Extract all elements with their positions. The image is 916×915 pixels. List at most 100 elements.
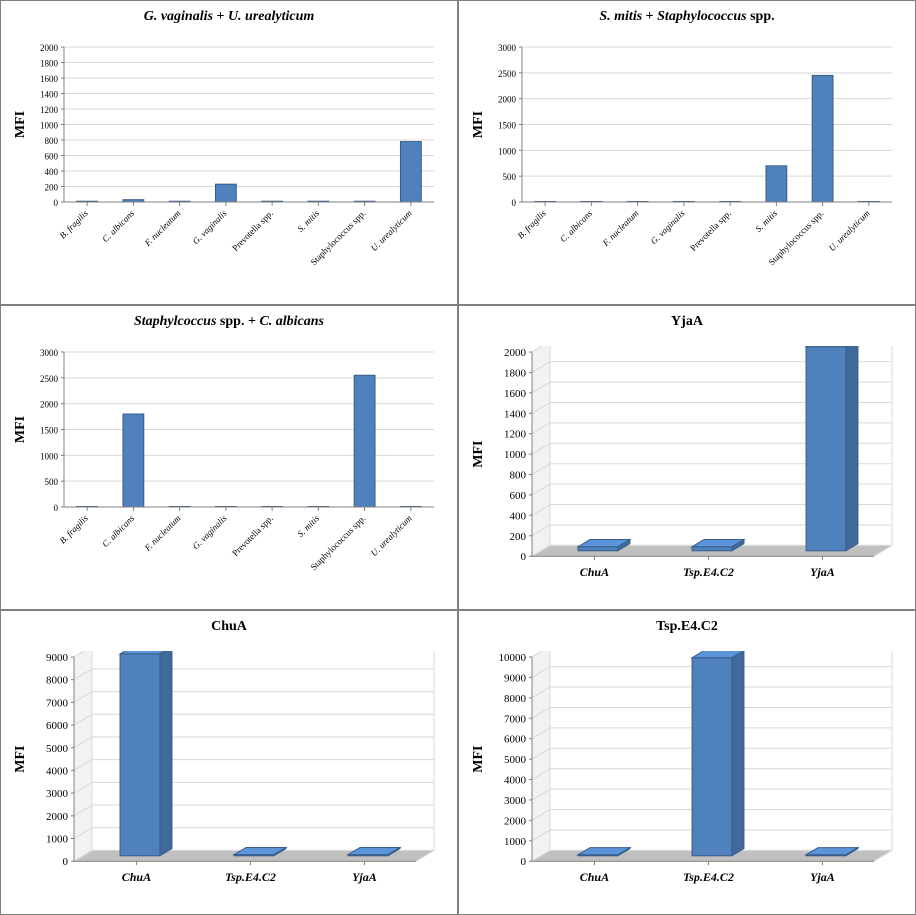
panel-3-plot: 050010001500200025003000B. fragilisC. al…: [10, 346, 448, 605]
svg-text:2000: 2000: [498, 95, 517, 105]
svg-text:800: 800: [510, 470, 527, 482]
svg-text:1000: 1000: [504, 449, 527, 461]
panel-3-title: Staphylcoccus spp. + C. albicans: [1, 314, 457, 342]
svg-text:0: 0: [54, 198, 59, 208]
svg-text:Tsp.E4.C2: Tsp.E4.C2: [683, 565, 734, 579]
svg-text:1000: 1000: [40, 121, 59, 131]
svg-text:0: 0: [521, 551, 527, 563]
panel-5-plot: 0100020003000400050006000700080009000Chu…: [10, 651, 448, 910]
chart-svg: 0 500 1000 1500 2000 2500 3000 B. fragilis C. al…: [468, 41, 906, 300]
svg-text:500: 500: [503, 172, 517, 182]
chart-grid: G. vaginalis + U. urealyticum02004006008…: [0, 0, 916, 915]
panel-6: Tsp.E4.C2 0 1000 2000 3000 4000 5000 6000 7000 80…: [458, 610, 916, 915]
svg-text:Prevotella spp.: Prevotella spp.: [230, 208, 275, 253]
svg-text:1000: 1000: [498, 146, 517, 156]
svg-text:Prevotella spp.: Prevotella spp.: [688, 208, 733, 253]
svg-text:YjaA: YjaA: [810, 565, 835, 579]
svg-text:600: 600: [45, 152, 59, 162]
svg-text:1600: 1600: [40, 74, 59, 84]
svg-text:2000: 2000: [504, 347, 527, 359]
svg-text:1500: 1500: [40, 426, 59, 436]
svg-text:F. nucleatum: F. nucleatum: [600, 208, 641, 249]
svg-text:Tsp.E4.C2: Tsp.E4.C2: [683, 870, 734, 884]
svg-text:500: 500: [45, 477, 59, 487]
svg-text:MFI: MFI: [471, 440, 486, 467]
svg-text:1200: 1200: [504, 429, 527, 441]
svg-text:3000: 3000: [40, 348, 59, 358]
svg-text:F. nucleatum: F. nucleatum: [142, 208, 183, 249]
panel-5-title: ChuA: [1, 619, 457, 647]
svg-text:6000: 6000: [46, 720, 69, 732]
svg-text:0: 0: [512, 198, 517, 208]
svg-text:5000: 5000: [46, 743, 69, 755]
svg-text:7000: 7000: [46, 697, 69, 709]
panel-1-plot: 0200400600800100012001400160018002000B. …: [10, 41, 448, 300]
svg-text:Tsp.E4.C2: Tsp.E4.C2: [225, 870, 276, 884]
svg-text:8000: 8000: [46, 675, 69, 687]
svg-text:0: 0: [521, 856, 527, 868]
svg-text:5000: 5000: [504, 754, 527, 766]
svg-text:2500: 2500: [498, 69, 517, 79]
panel-4-title: YjaA: [459, 314, 915, 342]
svg-text:2000: 2000: [504, 815, 527, 827]
svg-text:7000: 7000: [504, 713, 527, 725]
svg-text:B. fragilis: B. fragilis: [515, 208, 548, 241]
svg-text:800: 800: [45, 136, 59, 146]
svg-text:600: 600: [510, 490, 527, 502]
svg-text:9000: 9000: [46, 652, 69, 664]
svg-text:U. urealyticum: U. urealyticum: [369, 208, 414, 253]
panel-6-plot: 0100020003000400050006000700080009000100…: [468, 651, 906, 910]
svg-text:1000: 1000: [46, 834, 69, 846]
svg-text:ChuA: ChuA: [580, 870, 609, 884]
svg-text:C. albicans: C. albicans: [100, 513, 136, 549]
svg-text:200: 200: [45, 183, 59, 193]
svg-text:U. urealyticum: U. urealyticum: [369, 513, 414, 558]
svg-text:10000: 10000: [499, 652, 527, 664]
svg-text:YjaA: YjaA: [352, 870, 377, 884]
svg-text:1200: 1200: [40, 105, 59, 115]
svg-text:1400: 1400: [504, 408, 527, 420]
svg-text:G. vaginalis: G. vaginalis: [191, 208, 230, 247]
svg-text:ChuA: ChuA: [580, 565, 609, 579]
svg-text:3000: 3000: [46, 788, 69, 800]
svg-text:S. mitis: S. mitis: [295, 208, 321, 234]
svg-text:C. albicans: C. albicans: [558, 208, 594, 244]
svg-text:400: 400: [510, 510, 527, 522]
panel-5: ChuA010002000300040005000600070008000900…: [0, 610, 458, 915]
svg-text:0: 0: [63, 856, 69, 868]
svg-text:8000: 8000: [504, 693, 527, 705]
svg-text:1500: 1500: [498, 121, 517, 131]
svg-text:S. mitis: S. mitis: [753, 208, 779, 234]
svg-text:4000: 4000: [504, 775, 527, 787]
svg-text:200: 200: [510, 531, 527, 543]
panel-1: G. vaginalis + U. urealyticum02004006008…: [0, 0, 458, 305]
panel-3: Staphylcoccus spp. + C. albicans05001000…: [0, 305, 458, 610]
svg-text:0: 0: [54, 503, 59, 513]
svg-text:F. nucleatum: F. nucleatum: [142, 513, 183, 554]
chart-svg: 0200400600800100012001400160018002000Chu…: [468, 346, 906, 605]
panel-2-title: S. mitis + Staphylococcus spp.: [459, 9, 915, 37]
svg-text:B. fragilis: B. fragilis: [57, 208, 90, 241]
svg-text:2000: 2000: [40, 400, 59, 410]
chart-svg: 050010001500200025003000B. fragilisC. al…: [10, 346, 448, 605]
svg-text:MFI: MFI: [471, 745, 486, 772]
svg-text:1000: 1000: [504, 836, 527, 848]
svg-text:B. fragilis: B. fragilis: [57, 513, 90, 546]
svg-text:3000: 3000: [504, 795, 527, 807]
svg-text:U. urealyticum: U. urealyticum: [827, 208, 872, 253]
svg-text:3000: 3000: [498, 43, 517, 53]
svg-text:MFI: MFI: [471, 111, 486, 138]
svg-text:MFI: MFI: [13, 745, 28, 772]
panel-2: S. mitis + Staphylococcus spp. 0 500 1000 15…: [458, 0, 916, 305]
panel-4: YjaA020040060080010001200140016001800200…: [458, 305, 916, 610]
svg-text:2000: 2000: [46, 811, 69, 823]
chart-svg: 0100020003000400050006000700080009000100…: [468, 651, 906, 910]
svg-text:G. vaginalis: G. vaginalis: [191, 513, 230, 552]
svg-text:1600: 1600: [504, 388, 527, 400]
panel-2-plot: 0 500 1000 1500 2000 2500 3000 B. fragilis C. al…: [468, 41, 906, 300]
panel-6-title: Tsp.E4.C2: [459, 619, 915, 647]
svg-text:S. mitis: S. mitis: [295, 513, 321, 539]
chart-svg: 0200400600800100012001400160018002000B. …: [10, 41, 448, 300]
svg-text:6000: 6000: [504, 734, 527, 746]
svg-text:C. albicans: C. albicans: [100, 208, 136, 244]
